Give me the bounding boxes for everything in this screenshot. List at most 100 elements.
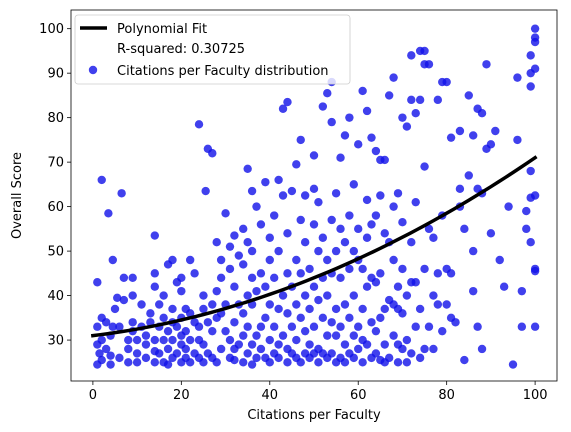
y-tick-label: 100	[39, 22, 64, 37]
data-point	[124, 335, 133, 345]
data-point	[141, 331, 151, 340]
data-point	[354, 224, 363, 234]
data-point	[265, 358, 274, 367]
legend-label-distribution: Citations per Faculty distribution	[117, 64, 329, 79]
data-point	[185, 335, 195, 345]
data-point	[239, 224, 248, 234]
x-tick-label: 60	[350, 388, 367, 403]
legend-marker-swatch	[88, 65, 98, 75]
data-point	[93, 322, 102, 331]
data-point	[331, 304, 341, 314]
data-point	[424, 60, 434, 69]
data-point	[208, 149, 217, 158]
data-point	[420, 46, 429, 56]
data-point	[108, 255, 117, 265]
data-point	[327, 349, 336, 358]
legend-label-fit: Polynomial Fit	[117, 22, 207, 37]
data-point	[380, 155, 389, 165]
data-point	[508, 360, 518, 369]
data-point	[159, 291, 168, 300]
data-point	[261, 313, 270, 323]
data-point	[460, 355, 469, 365]
data-point	[155, 349, 164, 358]
data-point	[124, 358, 133, 367]
y-axis-ticks: 30 40 50 60 70 80 90 100	[39, 22, 71, 349]
data-point	[393, 282, 403, 291]
data-point	[314, 295, 323, 305]
data-point	[137, 300, 146, 309]
data-point	[108, 322, 117, 331]
data-point	[243, 238, 252, 247]
data-point	[415, 304, 425, 314]
data-point	[358, 358, 367, 367]
data-points	[93, 24, 540, 369]
data-point	[177, 286, 186, 296]
data-point	[181, 344, 190, 354]
data-point	[336, 153, 345, 162]
data-point	[323, 291, 332, 300]
data-point	[239, 331, 248, 340]
data-point	[469, 286, 478, 296]
data-point	[380, 340, 389, 349]
data-point	[530, 266, 540, 276]
data-point	[398, 113, 407, 122]
data-point	[265, 233, 274, 242]
data-point	[104, 209, 113, 218]
data-point	[194, 120, 204, 129]
data-point	[420, 162, 429, 171]
data-point	[371, 278, 381, 287]
legend-label-r-squared: R-squared: 0.30725	[117, 42, 245, 57]
data-point	[283, 229, 292, 238]
data-point	[526, 238, 535, 247]
data-point	[327, 215, 336, 225]
data-point	[194, 322, 204, 331]
data-point	[287, 322, 297, 331]
data-point	[128, 273, 137, 282]
data-point	[411, 197, 420, 207]
legend-box	[74, 14, 351, 85]
data-point	[97, 355, 106, 365]
data-point	[407, 95, 416, 105]
polynomial-fit-line	[90, 155, 538, 338]
data-point	[146, 309, 155, 318]
data-point	[305, 304, 314, 314]
y-tick-label: 60	[47, 200, 64, 215]
data-point	[380, 304, 389, 314]
data-point	[101, 318, 111, 327]
data-point	[411, 322, 420, 331]
data-point	[163, 326, 173, 336]
data-point	[446, 133, 456, 142]
data-point	[331, 189, 341, 198]
data-point	[97, 175, 106, 185]
data-point	[256, 269, 266, 278]
data-point	[212, 286, 221, 296]
data-point	[415, 95, 425, 105]
data-point	[292, 300, 301, 309]
data-point	[451, 318, 460, 327]
data-point	[438, 326, 447, 336]
data-point	[132, 349, 142, 358]
data-point	[199, 340, 208, 349]
data-point	[296, 215, 305, 225]
data-point	[384, 353, 394, 363]
data-point	[491, 126, 500, 136]
y-tick-label: 80	[47, 111, 64, 126]
data-point	[252, 331, 261, 340]
data-point	[402, 335, 412, 345]
data-point	[261, 177, 270, 187]
data-point	[141, 340, 151, 349]
data-point	[464, 91, 473, 100]
data-point	[256, 322, 266, 331]
data-point	[163, 344, 173, 354]
data-point	[389, 331, 398, 340]
data-point	[376, 269, 385, 278]
data-point	[243, 349, 252, 358]
data-point	[101, 344, 111, 354]
data-point	[216, 344, 226, 354]
data-point	[216, 255, 226, 265]
data-point	[530, 191, 540, 200]
data-point	[371, 146, 381, 156]
data-point	[415, 353, 425, 363]
data-point	[323, 88, 332, 98]
data-point	[265, 335, 274, 345]
